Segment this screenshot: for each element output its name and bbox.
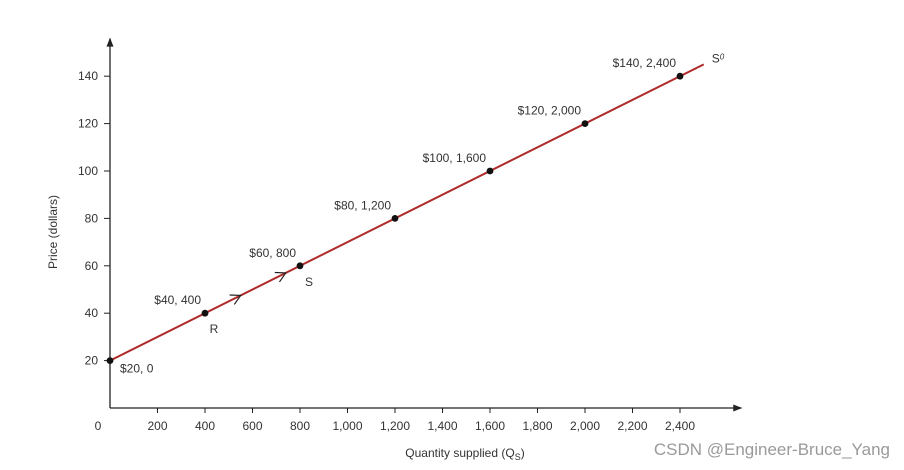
data-point bbox=[676, 72, 684, 80]
data-point-label: $40, 400 bbox=[154, 293, 201, 307]
x-ticks: 200 400 600 800 1,000 1,200 1,400 1,600 1,800 2,0… bbox=[147, 408, 695, 433]
data-point-label: $140, 2,400 bbox=[613, 56, 677, 70]
x-tick-label: 1,600 bbox=[475, 419, 505, 433]
y-tick-label: 80 bbox=[85, 211, 99, 225]
data-point-label: $120, 2,000 bbox=[518, 104, 582, 118]
x-tick-label: 1,400 bbox=[427, 419, 457, 433]
point-annotations: RS bbox=[210, 275, 313, 336]
x-tick-label: 2,400 bbox=[665, 419, 695, 433]
data-point-label: $100, 1,600 bbox=[423, 151, 487, 165]
y-tick-label: 120 bbox=[78, 117, 98, 131]
x-tick-label: 800 bbox=[290, 419, 310, 433]
y-axis-arrow-icon bbox=[106, 37, 114, 47]
data-point bbox=[581, 120, 589, 127]
data-point bbox=[391, 215, 399, 222]
data-point bbox=[106, 357, 114, 364]
data-point-label: $60, 800 bbox=[249, 246, 296, 260]
watermark-text: CSDN @Engineer-Bruce_Yang bbox=[653, 440, 890, 459]
x-tick-label: 2,200 bbox=[617, 419, 647, 433]
direction-arrow-icon bbox=[229, 294, 242, 305]
x-tick-label: 2,000 bbox=[570, 419, 600, 433]
data-point-labels: $20, 0 $40, 400 $60, 800 $80, 1,200 $100, 1,… bbox=[120, 56, 676, 375]
y-tick-label: 100 bbox=[78, 164, 98, 178]
x-tick-label: 1,000 bbox=[332, 419, 362, 433]
x-axis-title: Quantity supplied (QS) bbox=[405, 446, 524, 462]
x-tick-label: 400 bbox=[195, 419, 215, 433]
data-point-label: $20, 0 bbox=[120, 362, 154, 376]
x-axis-title-main: Quantity supplied (Q bbox=[405, 446, 514, 460]
axes bbox=[106, 37, 743, 412]
y-ticks: 20 40 60 80 100 120 140 bbox=[78, 69, 110, 368]
data-point-label: $80, 1,200 bbox=[334, 198, 391, 212]
x-tick-label: 200 bbox=[147, 419, 167, 433]
y-axis-title: Price (dollars) bbox=[46, 195, 60, 269]
x-tick-label: 1,800 bbox=[522, 419, 552, 433]
point-annotation: S bbox=[305, 275, 313, 289]
x-axis-arrow-icon bbox=[733, 404, 743, 412]
y-tick-label: 20 bbox=[85, 354, 99, 368]
x-tick-label: 600 bbox=[242, 419, 262, 433]
direction-arrows bbox=[229, 271, 287, 305]
direction-arrow-icon bbox=[274, 271, 287, 283]
data-point bbox=[201, 309, 209, 317]
data-points bbox=[106, 72, 684, 364]
curve-label-main: S bbox=[712, 51, 720, 65]
curve-label: S0 bbox=[712, 51, 725, 65]
supply-curve-line bbox=[109, 63, 705, 362]
x-axis-title-subscript: S bbox=[515, 452, 521, 462]
curve-label-subscript: 0 bbox=[720, 52, 725, 61]
data-point bbox=[296, 262, 304, 270]
x-axis-title-close: ) bbox=[521, 446, 525, 460]
y-tick-label: 60 bbox=[85, 259, 99, 273]
x-tick-label: 1,200 bbox=[380, 419, 410, 433]
y-tick-label: 40 bbox=[85, 306, 99, 320]
origin-tick-label: 0 bbox=[95, 419, 102, 433]
point-annotation: R bbox=[210, 322, 219, 336]
data-point bbox=[486, 167, 494, 175]
y-tick-label: 140 bbox=[78, 69, 98, 83]
